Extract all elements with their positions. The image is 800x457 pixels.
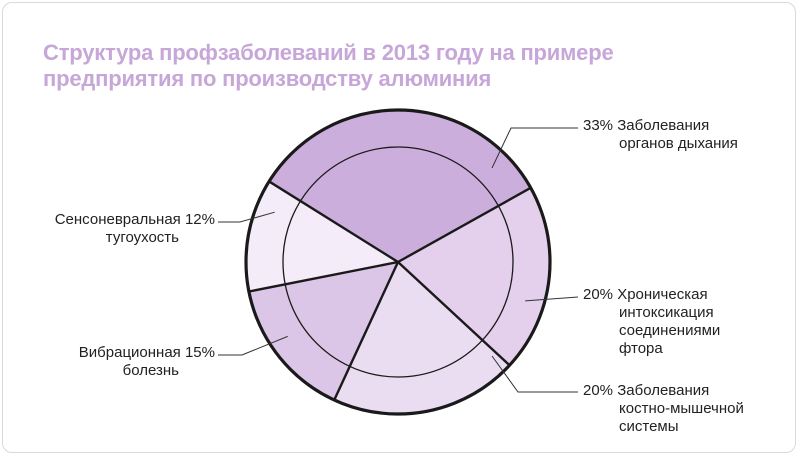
value-label-fluoride: 20%: [583, 286, 614, 303]
label-respiratory: 33% Заболевания органов дыхания: [583, 117, 738, 153]
value-label-musculoskeletal: 20%: [583, 382, 614, 399]
leader-line-musculoskeletal: [491, 355, 578, 393]
category-label-fluoride-4: фтора: [619, 340, 663, 357]
leader-line-vibration: [218, 335, 288, 356]
category-label-musculoskeletal-1: Заболевания: [617, 382, 710, 399]
category-label-respiratory-1: Заболевания: [617, 117, 710, 134]
category-label-musculoskeletal-2: костно-мышечной: [619, 400, 744, 417]
category-label-respiratory-2: органов дыхания: [619, 135, 738, 152]
slice-divider: [333, 261, 400, 401]
slice-divider: [268, 180, 399, 264]
category-label-fluoride-1: Хроническая: [617, 286, 708, 303]
slice-divider: [397, 186, 532, 264]
slice-divider: [397, 261, 511, 367]
inner-ring: [282, 146, 514, 378]
pie-slice-vibration: [248, 262, 398, 400]
value-label-vibration: 15%: [184, 344, 215, 361]
category-label-vibration-2: болезнь: [122, 362, 179, 379]
pie-slice-musculoskeletal: [334, 262, 510, 415]
pie-slice-hearing: [245, 181, 398, 292]
outer-ring: [244, 108, 552, 416]
slice-divider: [248, 260, 399, 293]
label-vibration: Вибрационная 15% болезнь: [40, 344, 215, 380]
label-musculoskeletal: 20% Заболевания костно-мышечной системы: [583, 382, 744, 436]
value-label-hearing: 12%: [184, 211, 215, 228]
value-label-respiratory: 33%: [583, 117, 614, 134]
category-label-fluoride-3: соединениями: [619, 322, 721, 339]
pie-slice-fluoride: [398, 187, 550, 366]
chart-title-line-1: Структура профзаболеваний в 2013 году на…: [43, 40, 614, 65]
category-label-vibration-1: Вибрационная: [78, 344, 181, 361]
leader-line-fluoride: [525, 296, 579, 302]
category-label-musculoskeletal-3: системы: [619, 418, 679, 435]
category-label-hearing-2: тугоухость: [105, 229, 179, 246]
category-label-hearing-1: Сенсоневральная: [54, 211, 181, 228]
leader-line-hearing: [218, 211, 275, 223]
chart-title-line-2: предприятия по производству алюминия: [43, 66, 492, 91]
chart-title: Структура профзаболеваний в 2013 году на…: [43, 40, 683, 92]
label-fluoride: 20% Хроническая интоксикация соединениям…: [583, 286, 720, 358]
label-hearing: Сенсоневральная 12% тугоухость: [20, 211, 215, 247]
leader-line-respiratory: [491, 127, 578, 169]
category-label-fluoride-2: интоксикация: [619, 304, 714, 321]
